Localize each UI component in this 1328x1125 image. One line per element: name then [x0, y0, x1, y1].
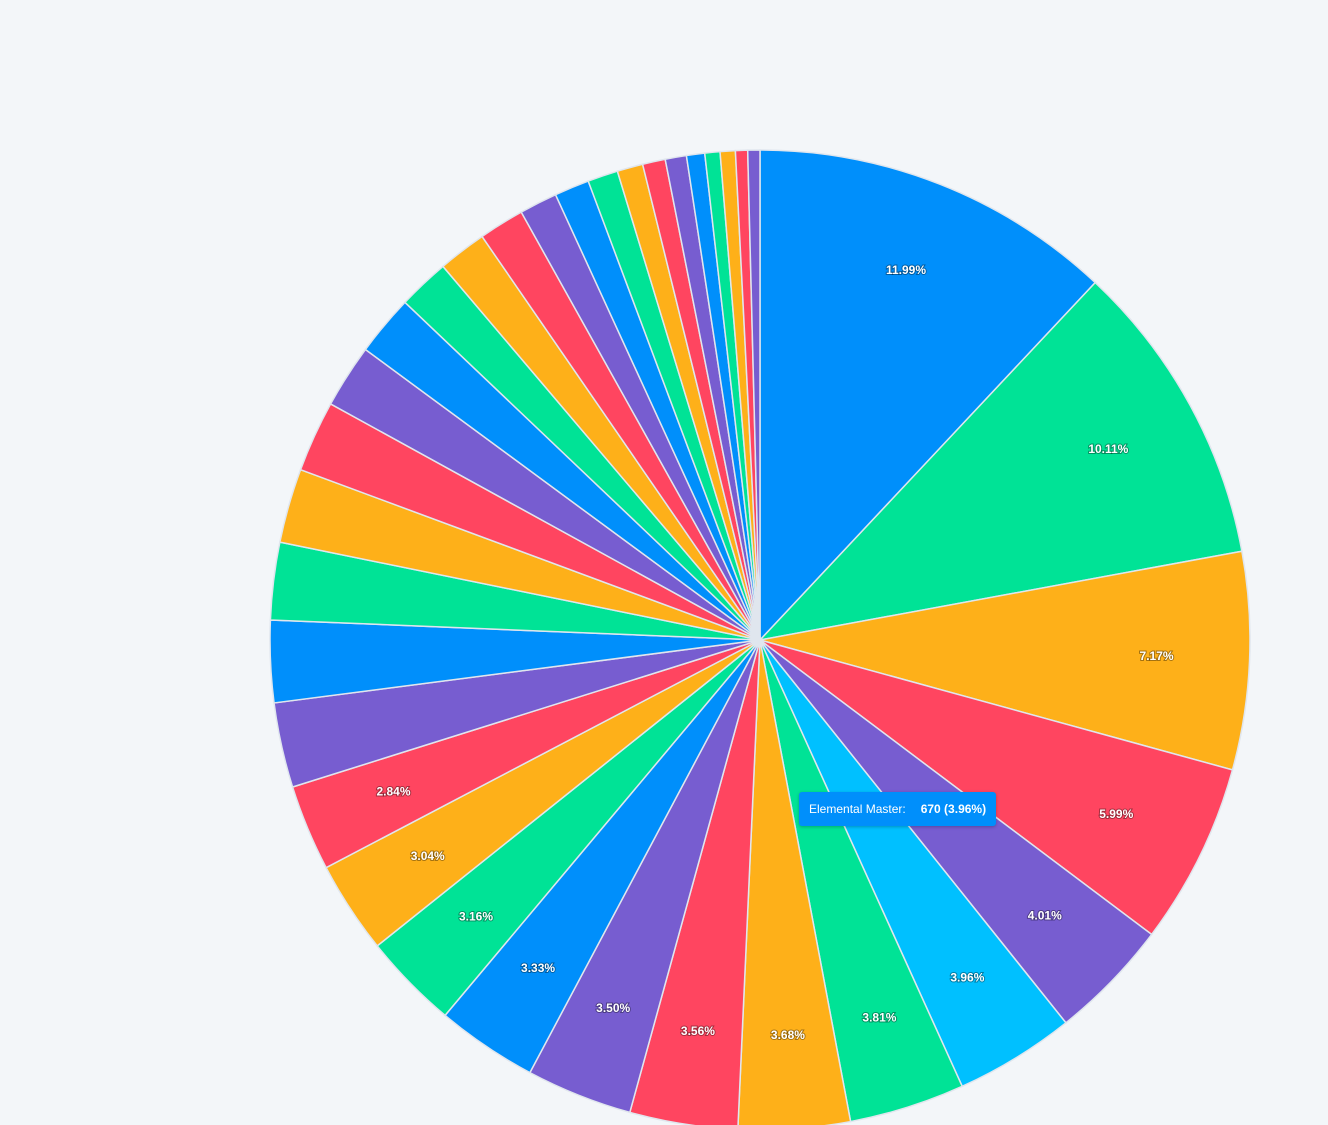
data-label: 3.68% [771, 1028, 805, 1042]
data-label: 7.17% [1140, 649, 1174, 663]
data-label: 3.96% [950, 971, 984, 985]
pie-slice [757, 281, 1243, 642]
data-label: 3.56% [681, 1024, 715, 1038]
tooltip-name: Elemental Master: [809, 802, 906, 816]
pie-slice [759, 639, 1234, 936]
tooltip: Elemental Master: 670 (3.96%) [799, 792, 997, 826]
data-label: 2.84% [376, 785, 410, 799]
data-label: 5.99% [1099, 807, 1133, 821]
data-label: 4.01% [1028, 909, 1062, 923]
data-label: 3.50% [596, 1001, 630, 1015]
data-label: 3.81% [862, 1011, 896, 1025]
data-label: 3.33% [521, 961, 555, 975]
data-label: 3.04% [411, 849, 445, 863]
data-label: 3.16% [459, 909, 493, 923]
pie-slice [759, 149, 1097, 642]
pie-slice [737, 639, 852, 1125]
pie-slice [746, 149, 761, 641]
pie-slice [759, 550, 1251, 771]
data-label: 10.11% [1088, 442, 1128, 456]
data-label: 11.99% [886, 263, 926, 277]
tooltip-value: 670 (3.96%) [920, 802, 987, 816]
